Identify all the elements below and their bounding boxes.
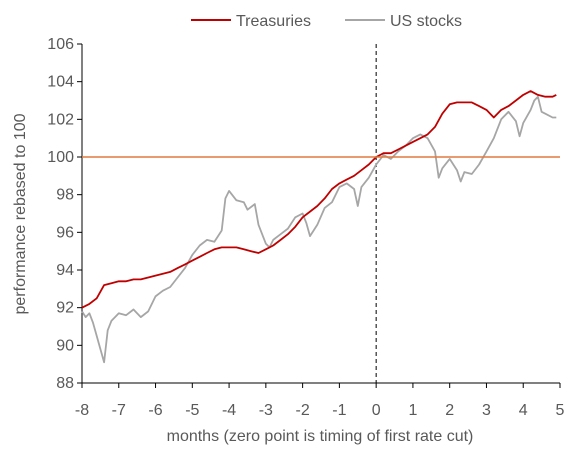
y-tick-label: 106 bbox=[47, 36, 74, 53]
y-axis-title-group: performance rebased to 100 bbox=[12, 113, 29, 314]
x-tick-label: -4 bbox=[222, 402, 236, 419]
x-tick-label: -2 bbox=[295, 402, 309, 419]
x-tick-label: -7 bbox=[112, 402, 126, 419]
x-tick-label: 5 bbox=[556, 402, 565, 419]
x-tick-label: 4 bbox=[519, 402, 528, 419]
legend: Treasuries US stocks bbox=[191, 13, 462, 30]
x-axis-title: months (zero point is timing of first ra… bbox=[167, 428, 474, 445]
y-tick-label: 92 bbox=[56, 300, 74, 317]
y-tick-label: 94 bbox=[56, 262, 74, 279]
x-tick-label: 1 bbox=[408, 402, 417, 419]
x-tick-label: -8 bbox=[75, 402, 89, 419]
legend-label: US stocks bbox=[390, 13, 462, 30]
y-tick-label: 98 bbox=[56, 187, 74, 204]
y-axis-title: performance rebased to 100 bbox=[12, 113, 29, 314]
y-tick-label: 102 bbox=[47, 111, 74, 128]
x-tick-label: -6 bbox=[148, 402, 162, 419]
x-tick-label: 3 bbox=[482, 402, 491, 419]
y-tick-label: 88 bbox=[56, 375, 74, 392]
x-tick-label: -1 bbox=[332, 402, 346, 419]
y-tick-label: 90 bbox=[56, 337, 74, 354]
y-tick-label: 100 bbox=[47, 149, 74, 166]
x-tick-label: -5 bbox=[185, 402, 199, 419]
legend-label: Treasuries bbox=[236, 13, 311, 30]
y-tick-label: 96 bbox=[56, 224, 74, 241]
x-tick-label: 0 bbox=[372, 402, 381, 419]
y-tick-label: 104 bbox=[47, 74, 74, 91]
us-stocks-line bbox=[81, 95, 557, 364]
x-tick-label: 2 bbox=[445, 402, 454, 419]
treasuries-line bbox=[81, 90, 557, 309]
x-tick-label: -3 bbox=[259, 402, 273, 419]
